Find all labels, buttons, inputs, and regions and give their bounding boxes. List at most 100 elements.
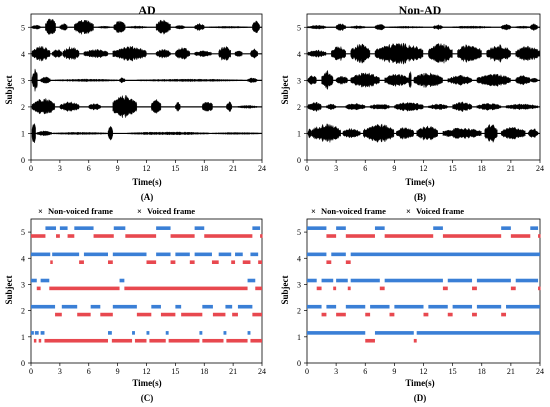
panel-d-nonvoiced-frames: [472, 312, 477, 317]
panel-c-nonvoiced-frames: [149, 338, 166, 343]
panel-a-waveform-burst: [52, 49, 62, 59]
panel-a-waveform-burst: [113, 20, 126, 34]
panel-d-voiced-frames: [307, 226, 327, 230]
panel-c-voiced-frames: [45, 226, 57, 230]
panel-b-waveform-burst: [326, 103, 337, 111]
panel-a-waveform-burst: [208, 26, 248, 29]
panel-d-legend-voiced: Voiced frame: [416, 206, 464, 216]
panel-b-waveform-burst: [476, 102, 502, 111]
panel-d-xtick-label: 3: [334, 367, 338, 376]
panel-c-nonvoiced-frames: [250, 338, 262, 343]
panel-a-waveform-burst: [59, 23, 68, 31]
panel-d-ytick-label: 5: [297, 228, 301, 237]
panel-c-nonvoiced-frames: [260, 234, 263, 238]
panel-c-xtick-label: 0: [29, 367, 33, 376]
panel-a-xtick-label: 3: [58, 164, 62, 173]
panel-a-waveform-burst: [74, 19, 94, 35]
panel-d-nonvoiced-frames: [510, 234, 531, 238]
panel-b-ytick-label: 4: [297, 50, 301, 59]
panel-d-xtick-label: 21: [507, 367, 515, 376]
panel-c-voiced-frames: [247, 331, 251, 335]
panel-d-nonvoiced-frames: [347, 286, 351, 291]
panel-a-waveform-burst: [36, 130, 52, 137]
panel-b-xlabel: Time(s): [405, 177, 434, 187]
panel-c-ytick-label: 0: [21, 359, 25, 368]
panel-a-ytick-label: 1: [21, 129, 25, 138]
panel-d-voiced-frames: [476, 304, 502, 309]
panel-a-xtick-label: 15: [171, 164, 179, 173]
panel-c-voiced-frames: [34, 331, 39, 335]
panel-b-waveform-burst: [447, 74, 472, 86]
panel-b-title: Non-AD: [399, 3, 442, 17]
panel-c-nonvoiced-frames: [170, 260, 176, 264]
panel-d-ytick-label: 4: [297, 254, 301, 263]
panel-d-voiced-frames: [336, 226, 346, 230]
panel-a-xtick-label: 9: [116, 164, 120, 173]
panel-c-xtick-label: 21: [229, 367, 237, 376]
panel-c-voiced-frames: [165, 331, 169, 335]
panel-c-voiced-frames: [90, 304, 101, 309]
panel-a-xtick-label: 18: [200, 164, 208, 173]
panel-c-nonvoiced-frames: [108, 260, 113, 264]
panel-c-legend-unvoiced: Non-voiced frame: [48, 206, 113, 216]
panel-a-waveform-burst: [237, 105, 258, 109]
panel-d-nonvoiced-frames: [326, 260, 332, 264]
panel-d-voiced-frames: [428, 304, 448, 309]
panel-a-xtick-label: 0: [29, 164, 33, 173]
panel-b-waveform-burst: [384, 73, 409, 88]
panel-c-nonvoiced-frames: [189, 260, 195, 264]
panel-c-voiced-frames: [146, 331, 150, 335]
panel-a-ytick-label: 2: [21, 103, 25, 112]
panel-c-nonvoiced-frames: [67, 234, 75, 238]
panel-a-waveform-burst: [62, 46, 80, 61]
panel-c-nonvoiced-frames: [124, 286, 248, 291]
panel-b-xtick-label: 24: [536, 164, 544, 173]
panel-a-waveform-burst: [45, 18, 56, 35]
panel-c-nonvoiced-frames: [93, 234, 114, 238]
panel-d-nonvoiced-frames: [333, 286, 337, 291]
panel-b-caption: (B): [414, 192, 426, 202]
panel-d-voiced-frames: [326, 304, 337, 309]
panel-c-voiced-frames: [194, 252, 212, 257]
panel-b-waveform-burst: [335, 23, 346, 32]
panel-b-waveform-burst: [350, 72, 380, 89]
panel-a-waveform-burst: [202, 101, 213, 112]
panel-c-nonvoiced-frames: [100, 312, 113, 317]
panel-b-waveform-burst: [476, 73, 511, 87]
panel-b-waveform-burst: [307, 49, 327, 58]
panel-c-ytick-label: 5: [21, 228, 25, 237]
panel-a-ytick-label: 0: [21, 156, 25, 165]
panel-a-waveform-burst: [31, 122, 36, 144]
panel-c-voiced-frames: [223, 331, 227, 335]
panel-b-waveform-burst: [515, 45, 540, 62]
panel-d-ylabel: Subject: [280, 275, 290, 304]
panel-c-nonvoiced-frames: [49, 286, 120, 291]
panel-c-voiced-frames: [252, 226, 261, 230]
panel-d-voiced-frames: [384, 278, 443, 283]
panel-a-ytick-label: 4: [21, 50, 25, 59]
panel-a-waveform-burst: [52, 131, 107, 135]
panel-c-voiced-frames: [31, 278, 37, 283]
panel-c-ytick-label: 1: [21, 333, 25, 342]
panel-b-waveform-burst: [515, 75, 531, 86]
panel-b-waveform-burst: [311, 123, 341, 143]
panel-c-nonvoiced-frames: [111, 338, 133, 343]
panel-c-caption: (C): [141, 393, 154, 403]
panel-a-waveform-burst: [119, 77, 126, 84]
panel-a-waveform-burst: [40, 76, 51, 84]
panel-d-voiced-frames: [501, 226, 511, 230]
panel-b-waveform-burst: [428, 42, 453, 64]
panel-a: AD Time(s) (A) Subject 0 3 6 9 12 15 18 21 24012…: [4, 3, 266, 202]
panel-b-waveform-burst: [484, 123, 498, 144]
panel-d-nonvoiced-frames: [345, 234, 375, 238]
panel-c-nonvoiced-frames: [226, 338, 248, 343]
panel-c-nonvoiced-frames: [202, 338, 224, 343]
panel-c-nonvoiced-frames: [55, 312, 62, 317]
panel-d-nonvoiced-frames: [326, 234, 337, 238]
panel-c-nonvoiced-frames: [31, 234, 46, 238]
panel-d-nonvoiced-frames: [413, 338, 417, 343]
panel-d-xtick-label: 9: [392, 367, 396, 376]
panel-d-voiced-frames: [433, 226, 443, 230]
panel-c-voiced-frames: [74, 226, 94, 230]
